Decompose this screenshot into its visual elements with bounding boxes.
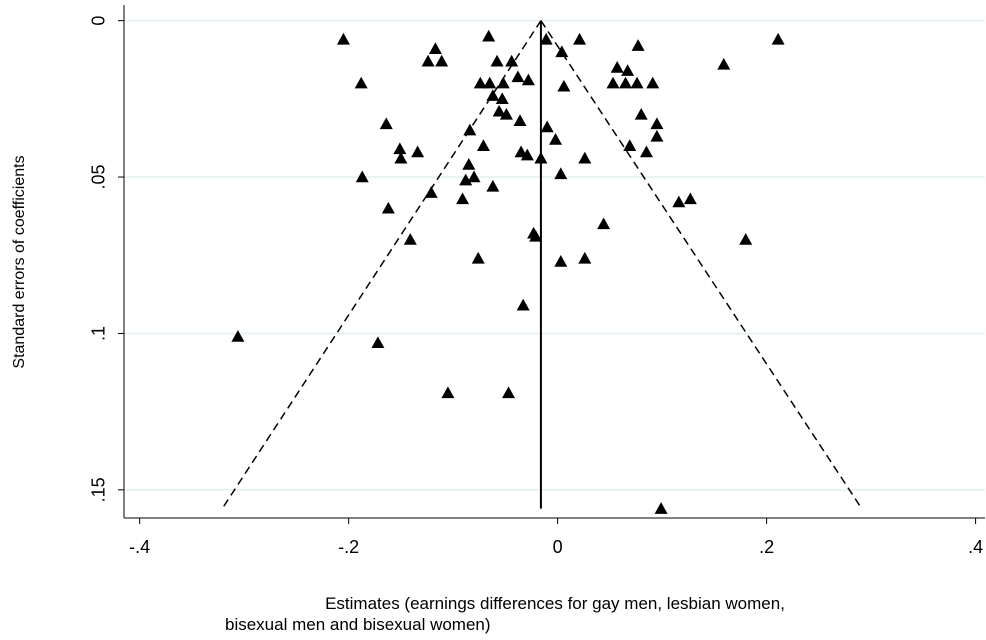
point: [646, 76, 660, 89]
point: [623, 139, 637, 151]
point: [495, 92, 509, 105]
point: [336, 32, 350, 45]
point: [471, 251, 485, 264]
point: [630, 76, 644, 89]
point: [683, 192, 697, 205]
point: [354, 76, 368, 89]
point: [597, 217, 611, 230]
point: [459, 173, 473, 186]
funnel-line: [540, 20, 863, 510]
point: [717, 57, 731, 70]
x-axis-title: bisexual men and bisexual women): [225, 615, 491, 634]
point: [483, 76, 497, 89]
y-tick-label: .15: [89, 477, 109, 502]
point: [654, 502, 668, 514]
point: [516, 298, 530, 311]
point: [529, 229, 543, 242]
point: [441, 386, 455, 399]
x-axis-title: Estimates (earnings differences for gay …: [325, 594, 785, 613]
point: [371, 336, 385, 349]
point: [554, 167, 568, 180]
point: [549, 133, 563, 145]
point: [403, 233, 417, 245]
point: [473, 76, 487, 89]
point: [606, 76, 620, 89]
point: [435, 54, 449, 67]
x-tick-label: .2: [759, 537, 774, 557]
point: [421, 54, 435, 67]
point: [411, 145, 425, 158]
point: [513, 114, 527, 126]
point: [463, 123, 477, 136]
point: [499, 107, 513, 120]
funnel-line: [221, 20, 542, 510]
point: [631, 39, 645, 51]
point: [486, 89, 500, 101]
x-tick-label: 0: [553, 537, 563, 557]
point: [381, 201, 395, 214]
point: [539, 32, 553, 45]
point: [634, 107, 648, 120]
y-axis-title: Standard errors of coefficients: [11, 155, 28, 368]
point: [492, 104, 506, 117]
point: [462, 158, 476, 170]
point: [511, 70, 525, 83]
point: [393, 142, 407, 155]
y-tick-label: 0: [89, 16, 109, 26]
x-tick-label: -.2: [338, 537, 359, 557]
point: [482, 29, 496, 42]
point: [650, 117, 664, 130]
point: [486, 179, 500, 192]
point: [496, 76, 510, 89]
point: [619, 76, 633, 89]
point: [554, 255, 568, 267]
point: [555, 45, 569, 58]
x-tick-label: .4: [968, 537, 983, 557]
point: [394, 151, 408, 164]
y-tick-label: .1: [89, 326, 109, 341]
point: [610, 61, 624, 73]
point: [505, 54, 519, 67]
point: [379, 117, 393, 130]
point: [521, 73, 535, 86]
point: [650, 129, 664, 142]
point: [476, 139, 490, 151]
point: [490, 54, 504, 67]
point: [540, 120, 554, 133]
point: [771, 32, 785, 45]
point: [573, 32, 587, 45]
point: [739, 233, 753, 245]
point: [639, 145, 653, 158]
x-tick-label: -.4: [129, 537, 150, 557]
point: [456, 192, 470, 205]
point: [355, 170, 369, 183]
point: [428, 42, 442, 54]
point: [467, 170, 481, 183]
point: [502, 386, 516, 399]
y-tick-label: .05: [89, 165, 109, 190]
point: [231, 330, 245, 342]
point: [520, 148, 534, 161]
point: [534, 151, 548, 164]
point: [557, 79, 571, 92]
point: [578, 151, 592, 164]
point: [672, 195, 686, 208]
point: [578, 251, 592, 264]
point: [424, 186, 438, 198]
point: [621, 64, 635, 76]
